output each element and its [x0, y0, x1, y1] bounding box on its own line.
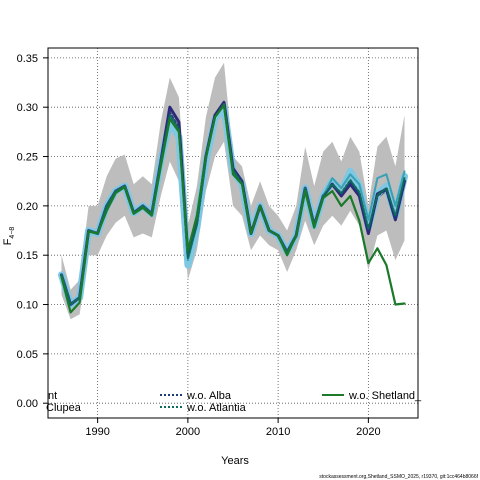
x-tick-label: 1990 — [85, 426, 109, 438]
legend-label: w.o. Shetland_ — [348, 390, 422, 402]
x-axis-title: Years — [221, 455, 249, 467]
y-tick-label: 0.25 — [17, 152, 38, 164]
y-axis-title-subscript: 4−8 — [9, 227, 16, 239]
legend-label: w.o. Atlantia — [186, 402, 247, 414]
y-tick-label: 0.05 — [17, 349, 38, 361]
legend-label: w.o. Alba — [186, 390, 232, 402]
legend-label: nt — [48, 390, 57, 402]
y-tick-label: 0.15 — [17, 250, 38, 262]
x-axis: 1990 2000 2010 2020 — [85, 418, 381, 438]
plot-frame — [47, 47, 419, 419]
x-tick-label: 2010 — [266, 426, 290, 438]
x-tick-label: 2020 — [356, 426, 380, 438]
series-line-7 — [60, 104, 406, 314]
series-lines — [58, 100, 408, 314]
confidence-band — [61, 62, 405, 320]
legend-label: Clupea — [46, 402, 82, 414]
confidence-band-layer — [61, 62, 405, 320]
y-tick-label: 0.00 — [17, 398, 38, 410]
y-tick-label: 0.10 — [17, 300, 38, 312]
y-axis-title: F4−8 — [2, 227, 16, 246]
y-axis-title-main: F — [2, 238, 14, 245]
y-axis: 0.00 0.05 0.10 0.15 0.20 0.25 0.30 0.35 — [17, 53, 48, 410]
y-tick-label: 0.20 — [17, 201, 38, 213]
footer-text: stockassessment.org,Shetland_SSMO_2025, … — [319, 474, 478, 480]
y-tick-label: 0.35 — [17, 53, 38, 65]
y-tick-label: 0.30 — [17, 102, 38, 114]
x-tick-label: 2000 — [176, 426, 200, 438]
